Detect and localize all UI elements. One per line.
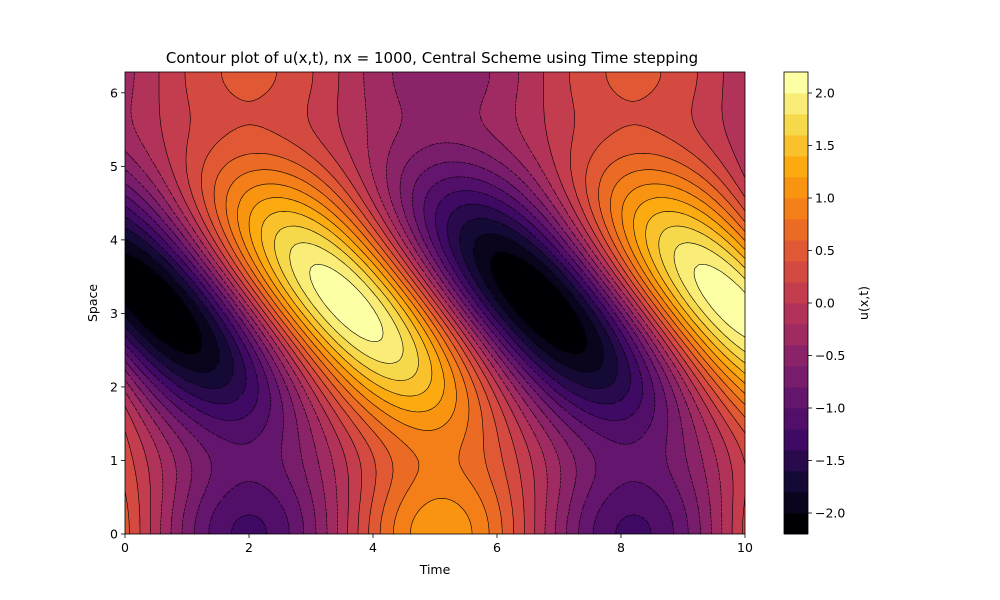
y-tick-label: 2	[110, 379, 118, 394]
y-tick-label: 5	[110, 159, 118, 174]
colorbar-band	[784, 93, 808, 114]
colorbar-band	[784, 156, 808, 177]
chart-title: Contour plot of u(x,t), nx = 1000, Centr…	[166, 49, 698, 67]
y-axis-label: Space	[85, 284, 100, 322]
y-axis-ticks: 0 1 2 3 4 5 6	[110, 85, 125, 541]
colorbar-tick-label: 1.5	[815, 138, 835, 153]
colorbar: −2.0 −1.5 −1.0 −0.5 0.0 0.5 1.0 1.5 2.0 u(x,t)	[784, 72, 871, 534]
colorbar-band	[784, 219, 808, 240]
colorbar-band	[784, 261, 808, 282]
x-tick-label: 10	[737, 540, 753, 555]
colorbar-band	[784, 450, 808, 471]
colorbar-tick-label: 1.0	[815, 191, 835, 206]
colorbar-band	[784, 240, 808, 261]
colorbar-tick-label: −0.5	[815, 348, 845, 363]
y-tick-label: 3	[110, 306, 118, 321]
colorbar-band	[784, 366, 808, 387]
colorbar-band	[784, 387, 808, 408]
colorbar-tick-label: 2.0	[815, 86, 835, 101]
x-tick-label: 6	[493, 540, 501, 555]
colorbar-tick-label: 0.5	[815, 243, 835, 258]
colorbar-ticks: −2.0 −1.5 −1.0 −0.5 0.0 0.5 1.0 1.5 2.0	[808, 86, 845, 521]
colorbar-band	[784, 471, 808, 492]
colorbar-band	[784, 324, 808, 345]
colorbar-tick-label: 0.0	[815, 296, 835, 311]
y-tick-label: 1	[110, 453, 118, 468]
y-tick-label: 4	[110, 232, 118, 247]
colorbar-band	[784, 198, 808, 219]
x-tick-label: 8	[617, 540, 625, 555]
colorbar-bands	[784, 72, 808, 534]
x-tick-label: 2	[245, 540, 253, 555]
colorbar-tick-label: −1.0	[815, 401, 845, 416]
colorbar-band	[784, 177, 808, 198]
contour-plot-area	[125, 72, 745, 534]
colorbar-band	[784, 303, 808, 324]
contour-field	[125, 72, 745, 534]
y-tick-label: 0	[110, 527, 118, 542]
colorbar-band	[784, 513, 808, 534]
x-tick-label: 4	[369, 540, 377, 555]
colorbar-label: u(x,t)	[856, 286, 871, 320]
colorbar-tick-label: −2.0	[815, 506, 845, 521]
colorbar-band	[784, 408, 808, 429]
colorbar-band	[784, 72, 808, 93]
colorbar-tick-label: −1.5	[815, 453, 845, 468]
colorbar-band	[784, 135, 808, 156]
colorbar-band	[784, 282, 808, 303]
colorbar-band	[784, 345, 808, 366]
colorbar-band	[784, 114, 808, 135]
colorbar-band	[784, 429, 808, 450]
x-axis-label: Time	[419, 562, 451, 577]
x-axis-ticks: 0 2 4 6 8 10	[121, 534, 753, 555]
x-tick-label: 0	[121, 540, 129, 555]
colorbar-band	[784, 492, 808, 513]
y-tick-label: 6	[110, 85, 118, 100]
